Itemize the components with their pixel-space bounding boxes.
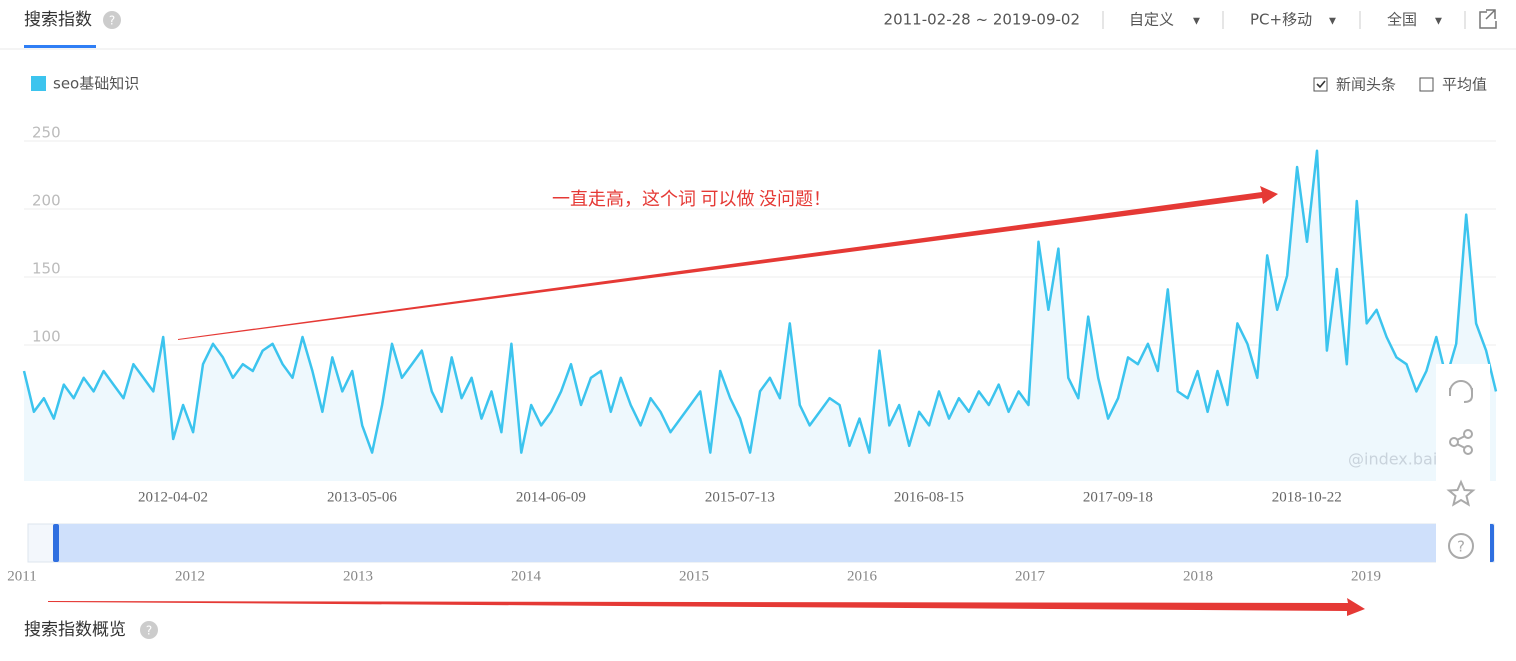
slider-year: 2015 bbox=[679, 568, 709, 584]
help-icon-mark: ? bbox=[109, 14, 115, 28]
area bbox=[24, 150, 1496, 481]
favorite-icon[interactable] bbox=[1446, 479, 1476, 507]
section-title: 搜索指数概览 bbox=[24, 620, 126, 640]
caret: ▼ bbox=[1193, 17, 1200, 27]
service-icon[interactable] bbox=[1449, 380, 1473, 403]
caret: ▼ bbox=[1435, 17, 1442, 27]
region-select[interactable]: 全国 bbox=[1387, 11, 1417, 29]
slider-year: 2019 bbox=[1351, 568, 1381, 584]
export-icon[interactable] bbox=[1479, 9, 1497, 29]
annotation: 一直走高，这个词 可以做 没问题！ bbox=[552, 189, 831, 209]
tab-title[interactable]: 搜索指数 bbox=[24, 10, 92, 30]
slider-year: 2016 bbox=[847, 568, 878, 584]
checkbox[interactable] bbox=[1419, 77, 1434, 92]
period-select[interactable]: 自定义 bbox=[1129, 11, 1174, 29]
annotation-arrow bbox=[48, 598, 1365, 616]
watermark: @index.baic bbox=[1348, 450, 1446, 469]
legend-label: seo基础知识 bbox=[53, 75, 139, 93]
caret: ▼ bbox=[1329, 17, 1336, 27]
y-tick-label: 200 bbox=[32, 192, 61, 210]
line bbox=[22, 149, 1498, 454]
option-label: 平均值 bbox=[1442, 76, 1487, 94]
slider-year: 2013 bbox=[343, 568, 373, 584]
help-button[interactable] bbox=[1448, 533, 1474, 559]
check-mark bbox=[1316, 80, 1326, 89]
date-range[interactable]: 2011-02-28 ~ 2019-09-02 bbox=[884, 11, 1080, 29]
slider-year: 2017 bbox=[1015, 568, 1046, 584]
toolbar-bg bbox=[1436, 364, 1490, 572]
x-tick-label: 2017-09-18 bbox=[1083, 489, 1153, 505]
y-tick-label: 250 bbox=[32, 124, 61, 142]
help-icon-mark: ? bbox=[146, 624, 152, 638]
slider-year: 2011 bbox=[7, 568, 36, 584]
checkbox[interactable] bbox=[1313, 77, 1328, 92]
option-label: 新闻头条 bbox=[1336, 76, 1396, 94]
slider-year: 2018 bbox=[1183, 568, 1213, 584]
x-tick-label: 2018-10-22 bbox=[1272, 489, 1342, 505]
y-tick-label: 100 bbox=[32, 328, 61, 346]
x-tick-label: 2015-07-13 bbox=[705, 489, 775, 505]
share-icon[interactable] bbox=[1449, 429, 1473, 455]
side-toolbar: ? bbox=[1436, 364, 1490, 572]
slider-range[interactable] bbox=[55, 524, 1492, 562]
x-tick-label: 2016-08-15 bbox=[894, 489, 964, 505]
y-tick-label: 150 bbox=[32, 260, 61, 278]
device-select[interactable]: PC+移动 bbox=[1250, 11, 1312, 29]
legend-swatch bbox=[31, 76, 46, 91]
help-icon[interactable] bbox=[140, 621, 158, 639]
help-mark: ? bbox=[1457, 538, 1465, 556]
slider-handle[interactable] bbox=[53, 524, 59, 562]
help-icon[interactable] bbox=[103, 11, 121, 29]
x-tick-label: 2014-06-09 bbox=[516, 489, 586, 505]
slider-year: 2014 bbox=[511, 568, 542, 584]
tab-underline bbox=[24, 45, 96, 48]
x-tick-label: 2012-04-02 bbox=[138, 489, 208, 505]
slider-year: 2012 bbox=[175, 568, 205, 584]
annotation-arrow bbox=[178, 186, 1278, 340]
x-tick-label: 2013-05-06 bbox=[327, 489, 397, 505]
